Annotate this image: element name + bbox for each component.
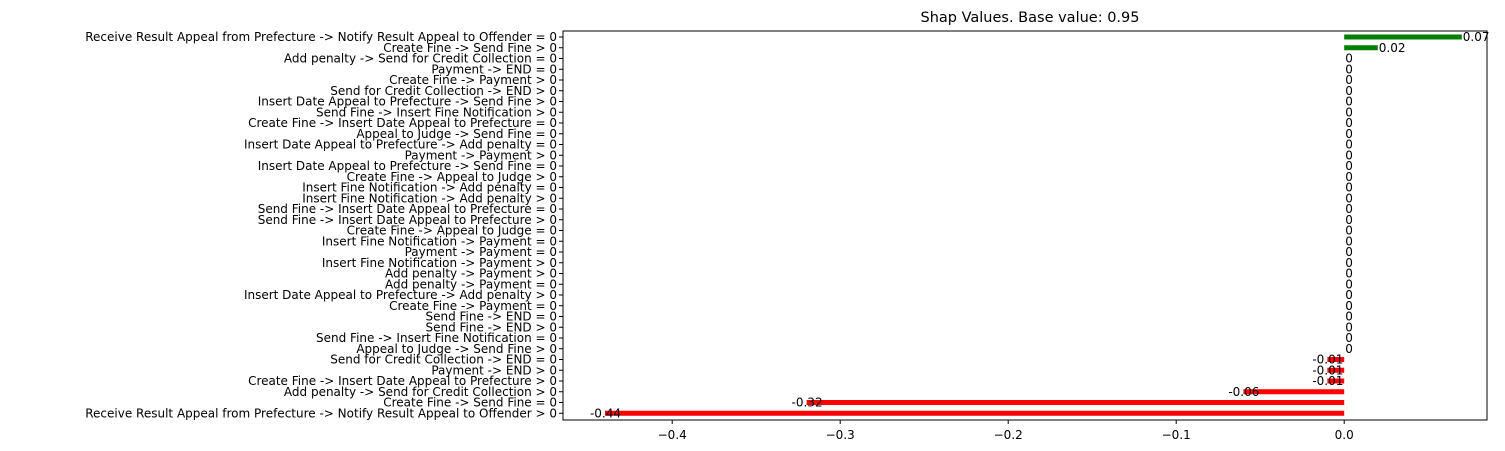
data-label: 0	[1345, 138, 1353, 152]
category-label: Send for Credit Collection -> END = 0	[330, 353, 557, 367]
category-label: Create Fine -> Appeal to Judge = 0	[347, 224, 557, 238]
category-label: Create Fine -> Payment = 0	[389, 299, 557, 313]
x-tick-label: 0.0	[1335, 428, 1354, 442]
data-label: 0	[1345, 202, 1353, 216]
x-tick-label: −0.3	[826, 428, 855, 442]
data-label: 0	[1345, 105, 1353, 119]
category-label: Payment -> END > 0	[431, 363, 557, 377]
data-labels-layer: 0.070.020000000000000000000000000000-0.0…	[590, 30, 1490, 420]
bar	[605, 410, 1345, 416]
bar	[1327, 367, 1345, 373]
category-label: Payment -> Payment = 0	[405, 245, 557, 259]
data-label: 0	[1345, 245, 1353, 259]
category-label: Add penalty -> Send for Credit Collectio…	[284, 52, 557, 66]
bar	[1243, 389, 1345, 395]
category-label: Insert Date Appeal to Prefecture -> Send…	[258, 159, 557, 173]
data-label: 0	[1345, 213, 1353, 227]
category-label: Insert Fine Notification -> Add penalty …	[302, 181, 557, 195]
category-label: Send for Credit Collection -> END > 0	[330, 84, 557, 98]
chart-title: Shap Values. Base value: 0.95	[921, 10, 1140, 26]
data-label: 0	[1345, 73, 1353, 87]
data-label: 0	[1345, 342, 1353, 356]
category-label: Insert Fine Notification -> Add penalty …	[302, 191, 557, 205]
data-label: 0	[1345, 191, 1353, 205]
data-label: 0	[1345, 234, 1353, 248]
data-label: -0.32	[792, 396, 823, 410]
category-label: Send Fine -> Insert Date Appeal to Prefe…	[258, 202, 557, 216]
data-label: -0.06	[1228, 385, 1259, 399]
category-label: Insert Fine Notification -> Payment > 0	[322, 256, 557, 270]
bar	[1344, 34, 1462, 40]
data-label: 0	[1345, 52, 1353, 66]
data-label: 0.07	[1463, 30, 1490, 44]
data-label: 0	[1345, 116, 1353, 130]
plot-frame	[562, 30, 1488, 421]
data-label: 0	[1345, 159, 1353, 173]
data-label: 0.02	[1379, 41, 1406, 55]
category-label: Insert Date Appeal to Prefecture -> Add …	[244, 138, 557, 152]
data-label: 0	[1345, 181, 1353, 195]
data-label: -0.01	[1312, 353, 1343, 367]
category-label: Add penalty -> Payment = 0	[385, 277, 557, 291]
category-label: Send Fine -> Insert Fine Notification = …	[316, 331, 557, 345]
category-label: Payment -> END = 0	[431, 62, 557, 76]
category-label: Receive Result Appeal from Prefecture ->…	[85, 406, 557, 420]
category-label: Create Fine -> Payment > 0	[389, 73, 557, 87]
bar	[1327, 357, 1345, 362]
category-label: Create Fine -> Insert Date Appeal to Pre…	[248, 374, 557, 388]
data-label: -0.01	[1312, 374, 1343, 388]
category-label: Insert Date Appeal to Prefecture -> Send…	[258, 95, 557, 109]
data-label: 0	[1345, 127, 1353, 141]
category-label: Send Fine -> END = 0	[425, 310, 557, 324]
data-label: 0	[1345, 288, 1353, 302]
category-label: Add penalty -> Payment > 0	[385, 267, 557, 281]
category-label: Add penalty -> Send for Credit Collectio…	[284, 385, 557, 399]
data-label: 0	[1345, 277, 1353, 291]
data-label: 0	[1345, 310, 1353, 324]
category-label: Payment -> Payment > 0	[405, 148, 557, 162]
category-label: Insert Date Appeal to Prefecture -> Add …	[244, 288, 557, 302]
x-axis: −0.4 −0.3 −0.2 −0.1 0.0	[559, 36, 1354, 442]
x-tick-label: −0.4	[658, 428, 687, 442]
data-label: 0	[1345, 170, 1353, 184]
bar	[1327, 378, 1345, 384]
data-label: -0.44	[590, 406, 621, 420]
category-label: Create Fine -> Insert Date Appeal to Pre…	[248, 116, 557, 130]
category-label: Create Fine -> Appeal to Judge > 0	[347, 170, 557, 184]
data-label: 0	[1345, 331, 1353, 345]
data-label: -0.01	[1312, 363, 1343, 377]
category-label: Send Fine -> Insert Fine Notification > …	[316, 105, 557, 119]
category-label: Appeal to Judge -> Send Fine > 0	[356, 342, 557, 356]
category-label: Create Fine -> Send Fine > 0	[383, 41, 557, 55]
data-label: 0	[1345, 267, 1353, 281]
data-label: 0	[1345, 62, 1353, 76]
category-label: Send Fine -> END > 0	[425, 320, 557, 334]
category-label: Appeal to Judge -> Send Fine = 0	[356, 127, 557, 141]
data-label: 0	[1345, 84, 1353, 98]
data-label: 0	[1345, 299, 1353, 313]
x-tick-label: −0.1	[1162, 428, 1191, 442]
category-label: Insert Fine Notification -> Payment = 0	[322, 234, 557, 248]
bar	[1344, 45, 1378, 51]
category-label: Send Fine -> Insert Date Appeal to Prefe…	[258, 213, 557, 227]
data-label: 0	[1345, 256, 1353, 270]
category-label: Create Fine -> Send Fine = 0	[383, 396, 557, 410]
category-label: Receive Result Appeal from Prefecture ->…	[85, 30, 557, 44]
data-label: 0	[1345, 224, 1353, 238]
bar	[806, 400, 1345, 405]
category-labels-layer: Receive Result Appeal from Prefecture ->…	[85, 30, 557, 420]
x-tick-label: −0.2	[994, 428, 1023, 442]
data-label: 0	[1345, 320, 1353, 334]
bars-layer	[605, 34, 1462, 416]
data-label: 0	[1345, 148, 1353, 162]
data-label: 0	[1345, 95, 1353, 109]
